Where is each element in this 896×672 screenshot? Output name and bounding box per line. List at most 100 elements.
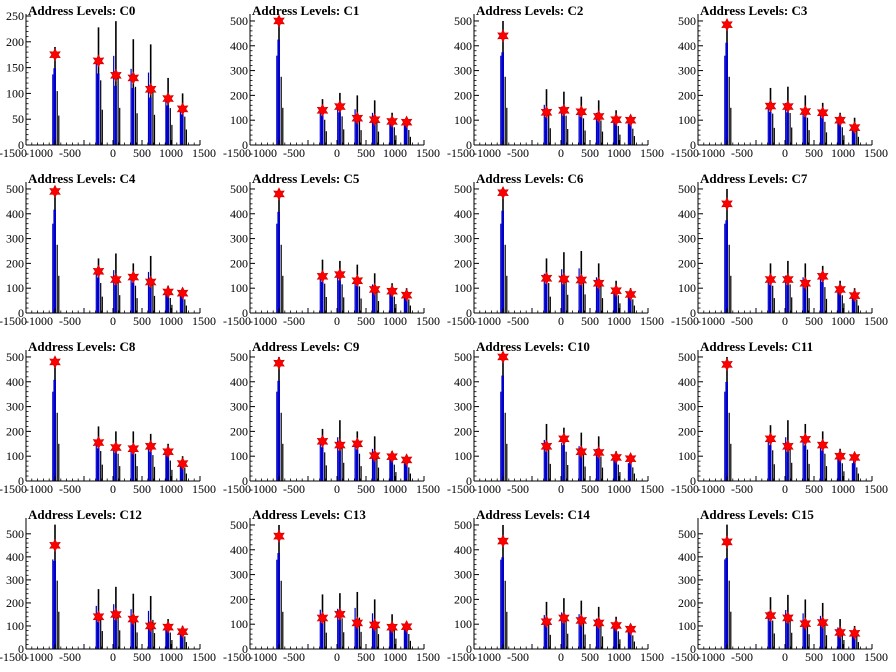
bar (728, 244, 730, 313)
x-tick-label: -1000 (25, 650, 53, 664)
bar (506, 611, 508, 649)
bar (825, 466, 828, 481)
marker-point (610, 283, 622, 298)
bar (134, 285, 137, 313)
x-tick-label: -500 (283, 146, 305, 160)
chart-panel: Address Levels: C9 0 100 200 300 400 500 -1500-… (223, 336, 448, 504)
bar (578, 110, 580, 145)
x-tick-label: 500 (805, 314, 823, 328)
chart-plot: 0 100 200 300 400 500 -1500-1000 -500 0 500 1000 15… (671, 182, 888, 328)
marker-point (497, 350, 509, 364)
bar (324, 283, 326, 313)
bar (565, 115, 567, 145)
marker-point (497, 534, 509, 548)
marker-point (400, 115, 413, 129)
marker-point (334, 607, 346, 621)
bar (548, 449, 550, 481)
y-tick-label: 500 (6, 182, 24, 196)
marker-point (386, 620, 398, 634)
bar (500, 55, 502, 145)
bar-cluster (819, 102, 828, 145)
marker-point (558, 611, 570, 625)
y-tick-label: 100 (6, 449, 24, 463)
bar (819, 114, 822, 145)
bar (562, 115, 565, 145)
x-tick-label: 1000 (159, 650, 183, 664)
bar-cluster (724, 524, 732, 649)
y-tick-label: 300 (678, 232, 696, 246)
marker-point (540, 615, 553, 629)
bar (403, 295, 405, 313)
bar (600, 456, 602, 481)
bar (819, 279, 822, 313)
bar (543, 273, 545, 313)
x-tick-label: 0 (334, 146, 340, 160)
bar (56, 91, 58, 145)
marker-point (368, 282, 381, 297)
bar (153, 633, 156, 649)
bar (153, 114, 156, 145)
y-tick-label: 500 (454, 14, 472, 28)
bar-cluster (627, 456, 635, 481)
x-tick-label: -1000 (697, 482, 725, 496)
bar-cluster (165, 77, 173, 145)
bar-cluster (389, 451, 397, 481)
bar (549, 463, 551, 481)
chart-panel: Address Levels: C14 0 100 200 300 400 500 -1500… (447, 504, 672, 672)
bar (806, 285, 809, 313)
bar (561, 442, 563, 481)
y-tick-label: 100 (230, 113, 248, 127)
bar (395, 135, 397, 145)
bar (343, 462, 345, 481)
bar (325, 131, 327, 145)
bar (728, 76, 730, 145)
bar (341, 447, 343, 481)
bar (613, 289, 615, 313)
bar (320, 447, 324, 481)
y-tick-label: 200 (678, 88, 696, 102)
y-tick-label: 0 (690, 138, 696, 152)
bar (52, 74, 54, 145)
x-tick-label: 0 (558, 314, 564, 328)
bar (179, 463, 181, 481)
x-tick-label: 1000 (831, 482, 855, 496)
marker-point (816, 269, 829, 283)
marker-point (799, 104, 812, 119)
bar-cluster (561, 91, 569, 145)
bar (808, 298, 810, 313)
bar (548, 623, 550, 649)
bar (791, 127, 793, 145)
y-tick-label: 100 (454, 281, 472, 295)
bar (838, 123, 842, 145)
bar-cluster (767, 425, 775, 481)
bar (724, 223, 726, 313)
y-tick-label: 400 (6, 550, 24, 564)
marker-point (848, 626, 861, 641)
y-tick-label: 400 (678, 550, 696, 564)
bar (165, 627, 167, 649)
bar (393, 127, 395, 145)
chart-panel: Address Levels: C5 0 100 200 300 400 500 -1500-… (223, 168, 448, 336)
chart-panel: Address Levels: C7 0 100 200 300 400 500 -1500-… (671, 168, 896, 336)
bar (582, 454, 585, 481)
bar-cluster (724, 20, 732, 146)
bar (389, 459, 391, 481)
bar-cluster (389, 283, 397, 313)
marker-point (592, 276, 605, 290)
chart-title: Address Levels: C7 (700, 171, 808, 186)
x-tick-label: -1500 (671, 482, 699, 496)
bar (806, 449, 809, 481)
x-tick-label: 1500 (864, 650, 888, 664)
bar-cluster (165, 285, 173, 313)
y-tick-label: 500 (678, 527, 696, 541)
x-tick-label: 500 (133, 314, 151, 328)
bar (500, 223, 502, 313)
chart-plot: 0 100 200 300 400 500 -1500-1000 -500 0 500 1000 15… (447, 518, 664, 664)
bar (409, 136, 411, 145)
bar (56, 412, 58, 481)
bar (101, 464, 103, 481)
bar (408, 633, 410, 649)
bar-cluster (276, 20, 284, 145)
x-tick-label: 1000 (831, 314, 855, 328)
bar (179, 632, 181, 649)
